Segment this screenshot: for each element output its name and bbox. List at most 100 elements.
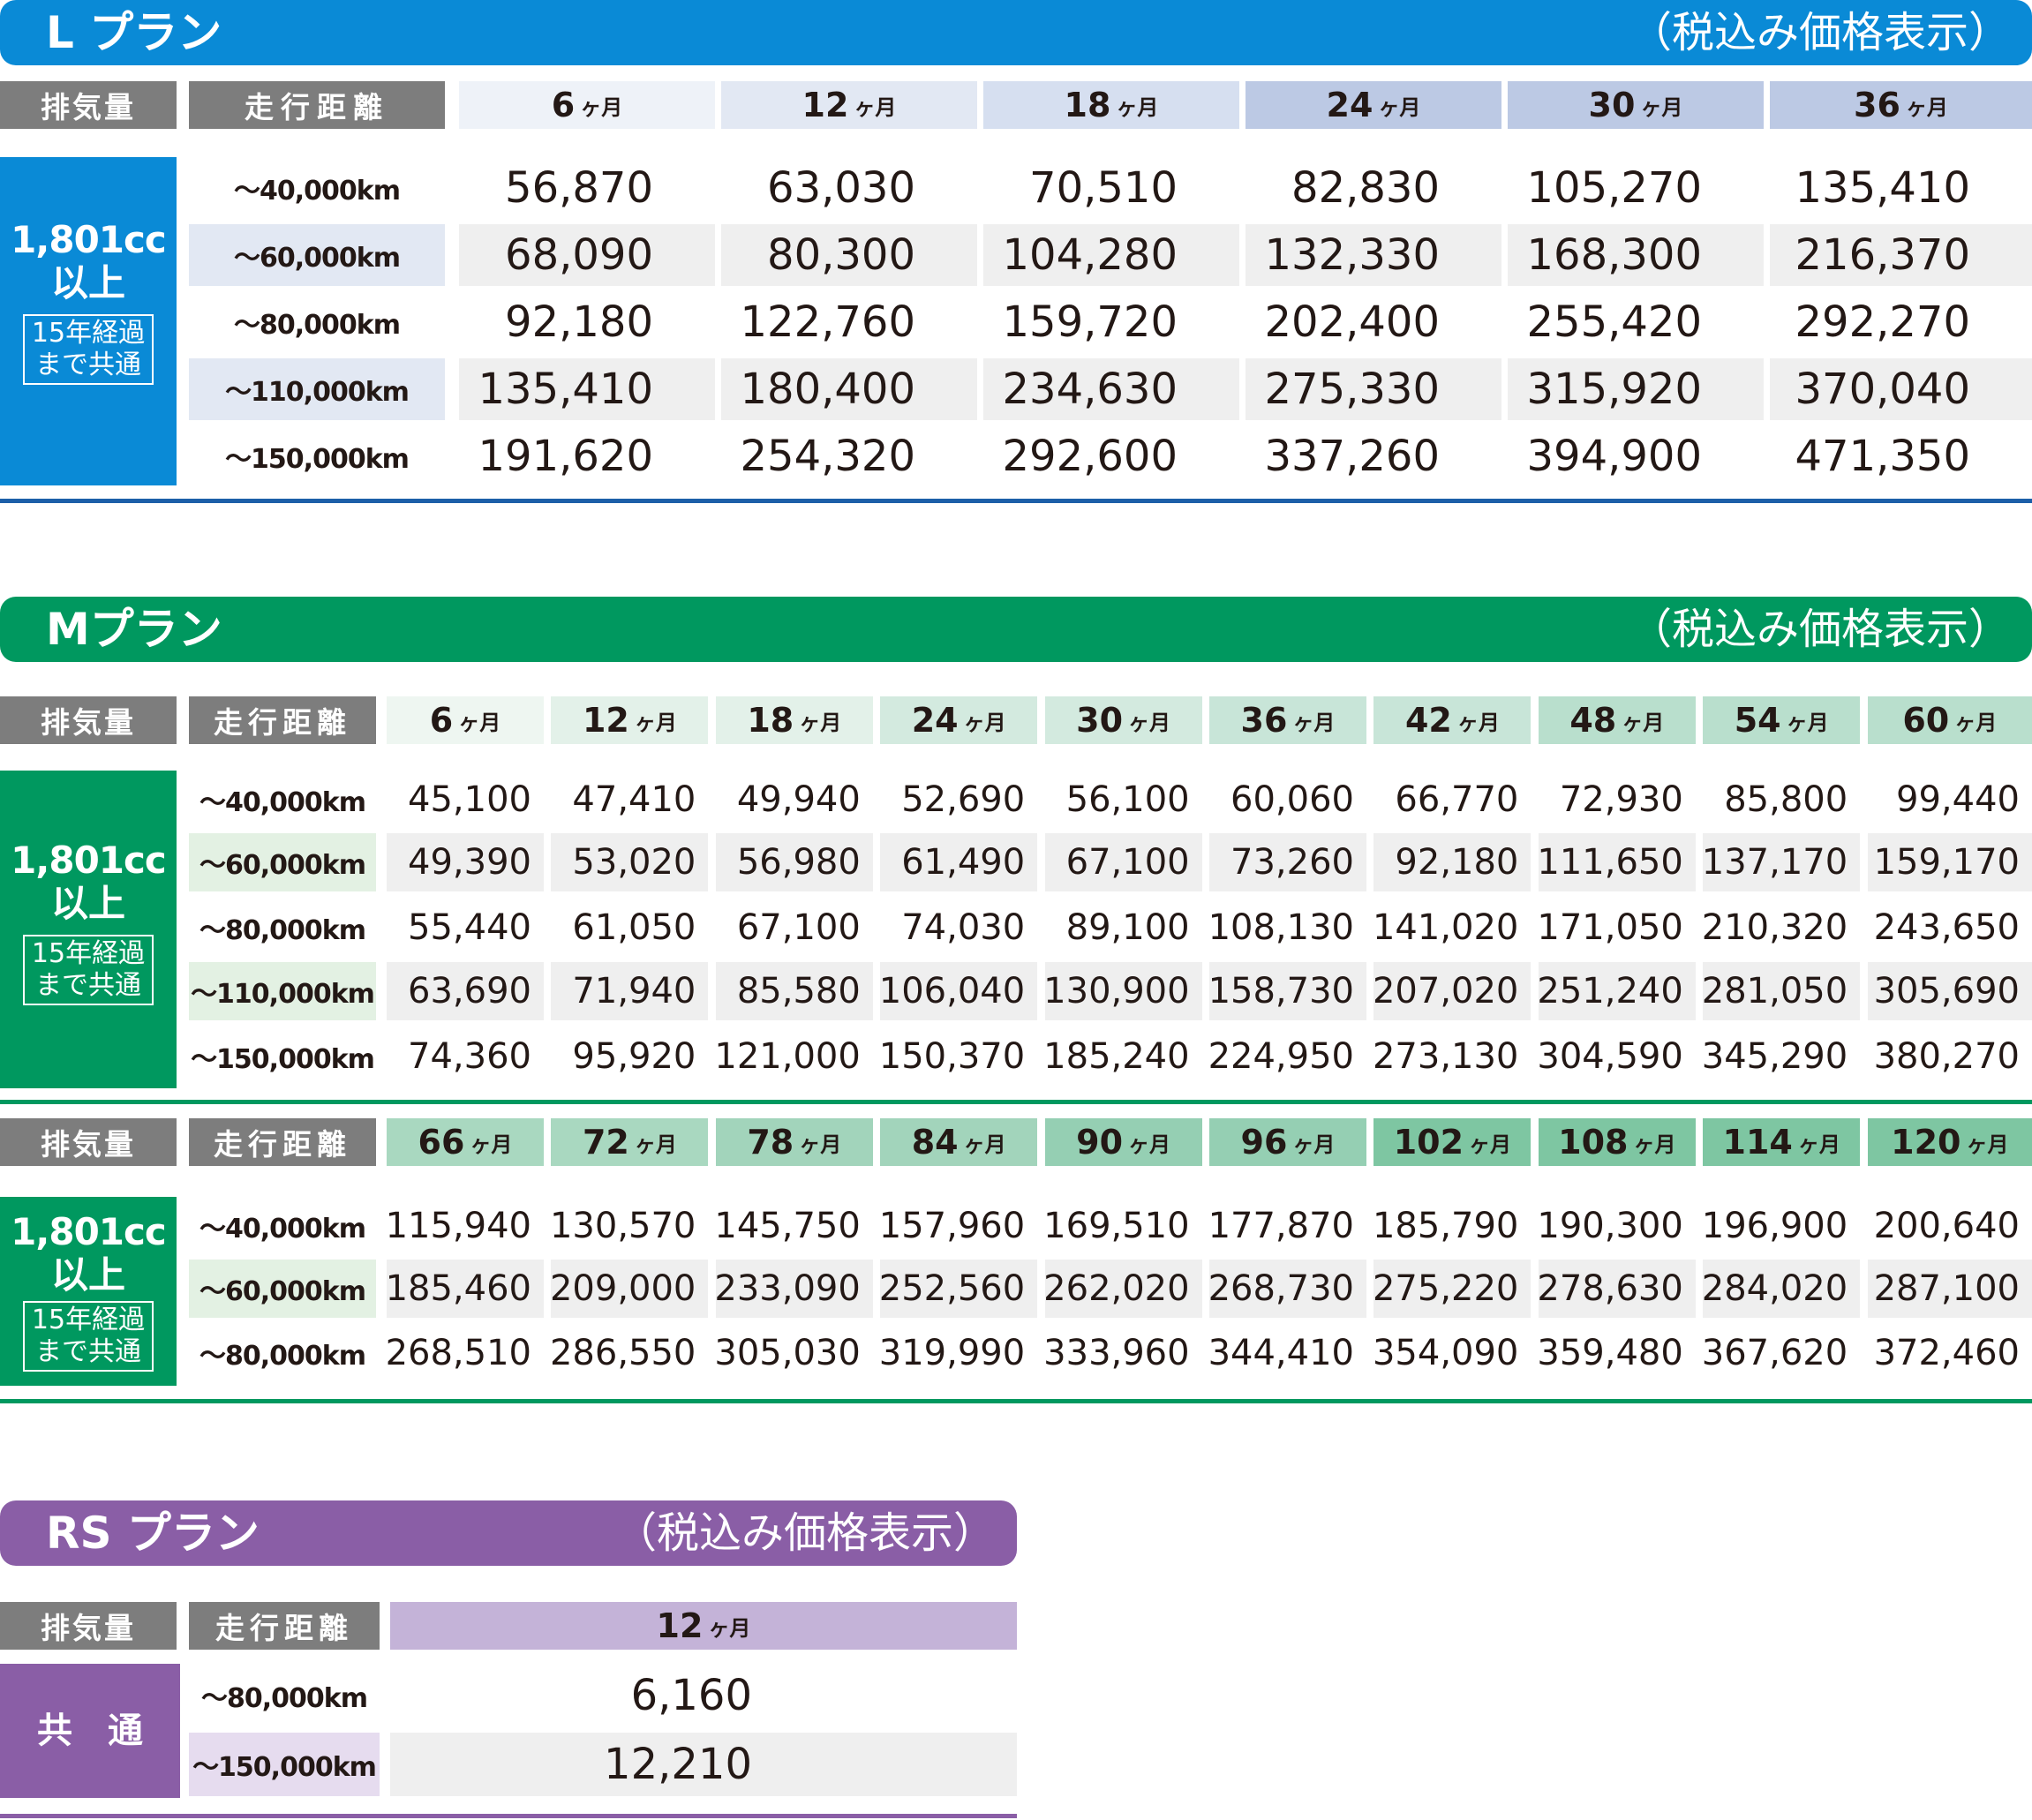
m2-month-num: 96 <box>1240 1123 1288 1162</box>
m2-month-96: 96 ヶ月 <box>1209 1118 1366 1166</box>
m1-mileage-2: ～80,000km <box>199 915 366 946</box>
m1-month-unit: ヶ月 <box>1292 710 1336 735</box>
m2-month-unit: ヶ月 <box>799 1132 842 1157</box>
m2-price-cell: 359,480 <box>1537 1333 1683 1373</box>
m1-mileage-3: ～110,000km <box>189 962 376 1020</box>
l-price-cell: 135,410 <box>1795 163 1971 213</box>
l-price-cell: 216,370 <box>1770 224 2032 286</box>
m1-month-60: 60 ヶ月 <box>1867 696 2032 744</box>
m2-month-114: 114 ヶ月 <box>1703 1118 1861 1166</box>
m1-month-30: 30 ヶ月 <box>1044 696 1202 744</box>
l-price-cell: 92,180 <box>505 297 653 347</box>
m1-price-cell: 304,590 <box>1537 1036 1683 1077</box>
l-price-cell: 132,330 <box>1246 224 1501 286</box>
rs-mileage-0: ～80,000km <box>201 1683 368 1714</box>
l-month-num: 6 <box>551 86 576 124</box>
m1-price-cell: 108,130 <box>1208 907 1354 948</box>
m2-month-unit: ヶ月 <box>470 1132 513 1157</box>
m2-mileage-2: ～80,000km <box>199 1341 366 1372</box>
m1-month-18: 18 ヶ月 <box>715 696 873 744</box>
rs-category: 共 通 <box>0 1664 180 1798</box>
m1-price-cell: 99,440 <box>1896 779 2020 820</box>
m1-price-cell: 47,410 <box>572 779 696 820</box>
l-bottom-rule <box>0 499 2032 503</box>
m1-price-cell: 92,180 <box>1373 833 1532 891</box>
m2-header-mileage: 走行距離 <box>189 1118 376 1166</box>
l-mileage-3: ～110,000km <box>189 358 445 420</box>
m1-month-num: 6 <box>429 701 454 740</box>
l-price-cell: 68,090 <box>459 224 715 286</box>
l-price-cell: 254,320 <box>740 432 916 481</box>
m2-price-cell: 233,090 <box>714 1260 873 1318</box>
m1-bottom-rule <box>0 1100 2032 1104</box>
m1-month-54: 54 ヶ月 <box>1703 696 1861 744</box>
l-price-cell: 275,330 <box>1246 358 1501 420</box>
l-plan-tax-note: （税込み価格表示） <box>1629 8 2011 57</box>
m1-price-cell: 74,360 <box>408 1036 531 1077</box>
m1-category: 1,801cc 以上 15年経過 まで共通 <box>0 771 177 1088</box>
l-month-num: 18 <box>1064 86 1111 124</box>
m1-price-cell: 61,050 <box>572 907 696 948</box>
m2-month-num: 102 <box>1393 1123 1464 1162</box>
m2-price-cell: 252,560 <box>879 1260 1038 1318</box>
m1-price-cell: 224,950 <box>1208 1036 1354 1077</box>
m1-month-num: 54 <box>1734 701 1781 740</box>
l-category-note-line2: まで共通 <box>35 350 141 380</box>
l-price-cell: 337,260 <box>1264 432 1441 481</box>
m1-price-cell: 345,290 <box>1701 1036 1848 1077</box>
m1-price-cell: 71,940 <box>551 962 709 1020</box>
rs-plan-banner: RS プラン （税込み価格表示） <box>0 1500 1017 1566</box>
m1-price-cell: 56,100 <box>1065 779 1190 820</box>
m2-category-note-line1: 15年経過 <box>31 1305 146 1335</box>
m1-price-cell: 60,060 <box>1230 779 1354 820</box>
m1-month-unit: ヶ月 <box>1622 710 1665 735</box>
l-mileage-4: ～150,000km <box>225 444 410 475</box>
m1-price-cell: 207,020 <box>1373 962 1532 1020</box>
l-month-6: 6 ヶ月 <box>459 81 715 129</box>
l-mileage-0: ～40,000km <box>234 176 401 207</box>
m2-price-cell: 275,220 <box>1373 1260 1532 1318</box>
m1-price-cell: 55,440 <box>408 907 531 948</box>
m1-price-cell: 89,100 <box>1065 907 1190 948</box>
m1-price-cell: 72,930 <box>1559 779 1683 820</box>
rs-mileage-1: ～150,000km <box>189 1733 380 1796</box>
l-price-cell: 394,900 <box>1526 432 1703 481</box>
l-category-cc: 1,801cc <box>11 218 167 261</box>
m1-month-unit: ヶ月 <box>799 710 842 735</box>
m1-price-cell: 130,900 <box>1043 962 1202 1020</box>
m1-price-cell: 273,130 <box>1372 1036 1519 1077</box>
l-month-36: 36 ヶ月 <box>1770 81 2032 129</box>
m1-price-cell: 45,100 <box>408 779 531 820</box>
m2-month-108: 108 ヶ月 <box>1538 1118 1696 1166</box>
m2-price-cell: 268,510 <box>385 1333 531 1373</box>
rs-header-mileage: 走行距離 <box>189 1602 380 1650</box>
m1-price-cell: 158,730 <box>1208 962 1366 1020</box>
l-month-num: 12 <box>802 86 849 124</box>
l-month-num: 30 <box>1588 86 1636 124</box>
m2-price-cell: 190,300 <box>1537 1206 1683 1246</box>
m2-mileage-0: ～40,000km <box>199 1214 366 1245</box>
l-plan-banner: L プラン （税込み価格表示） <box>0 0 2032 65</box>
m-plan-title: Mプラン <box>46 604 222 655</box>
m2-month-num: 108 <box>1558 1123 1629 1162</box>
rs-header-displacement: 排気量 <box>0 1602 177 1650</box>
m1-price-cell: 95,920 <box>572 1036 696 1077</box>
m2-price-cell: 287,100 <box>1867 1260 2032 1318</box>
m1-month-unit: ヶ月 <box>634 710 677 735</box>
m2-month-num: 66 <box>418 1123 465 1162</box>
m2-category-ijou: 以上 <box>50 1253 125 1297</box>
l-price-cell: 104,280 <box>983 224 1239 286</box>
m2-price-cell: 177,870 <box>1208 1206 1354 1246</box>
l-price-cell: 315,920 <box>1508 358 1764 420</box>
m2-category-note: 15年経過 まで共通 <box>22 1301 154 1372</box>
m2-month-unit: ヶ月 <box>1469 1132 1512 1157</box>
l-price-cell: 63,030 <box>767 163 915 213</box>
m2-month-num: 90 <box>1076 1123 1124 1162</box>
m1-price-cell: 52,690 <box>901 779 1026 820</box>
m1-month-unit: ヶ月 <box>1786 710 1829 735</box>
m2-price-cell: 185,460 <box>386 1260 544 1318</box>
m2-price-cell: 367,620 <box>1701 1333 1848 1373</box>
m1-month-num: 60 <box>1902 701 1950 740</box>
m1-mileage-0: ～40,000km <box>199 787 366 818</box>
rs-category-label: 共 通 <box>37 1711 143 1751</box>
